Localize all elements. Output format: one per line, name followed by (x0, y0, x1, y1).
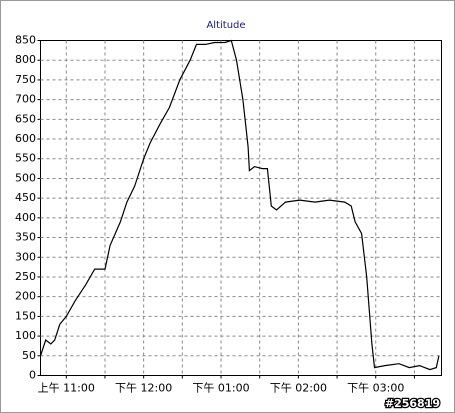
x-tick-label: 上午 11:00 (38, 382, 95, 395)
x-tick-label: 下午 02:00 (270, 382, 327, 395)
plot-area (40, 40, 442, 376)
y-tick-label: 500 (15, 171, 36, 184)
y-tick-label: 250 (15, 270, 36, 283)
y-tick-label: 800 (15, 53, 36, 66)
y-tick-label: 550 (15, 152, 36, 165)
data-line (39, 39, 440, 371)
y-tick-label: 100 (15, 329, 36, 342)
x-tick-label: 下午 12:00 (115, 382, 172, 395)
y-tick-label: 850 (15, 34, 36, 47)
y-tick-label: 150 (15, 309, 36, 322)
y-tick-label: 450 (15, 191, 36, 204)
y-tick-label: 350 (15, 231, 36, 244)
x-tick-label: 下午 03:00 (347, 382, 404, 395)
chart-title: Altitude (206, 20, 245, 31)
y-tick-label: 0 (29, 369, 36, 382)
watermark: #256819 (385, 397, 440, 410)
y-tick-label: 700 (15, 93, 36, 106)
y-tick-label: 750 (15, 73, 36, 86)
y-tick-label: 300 (15, 250, 36, 263)
y-tick-label: 400 (15, 211, 36, 224)
y-tick-label: 600 (15, 132, 36, 145)
x-tick-label: 下午 01:00 (192, 382, 249, 395)
y-tick-label: 200 (15, 290, 36, 303)
y-tick-label: 650 (15, 112, 36, 125)
y-tick-label: 50 (22, 349, 36, 362)
